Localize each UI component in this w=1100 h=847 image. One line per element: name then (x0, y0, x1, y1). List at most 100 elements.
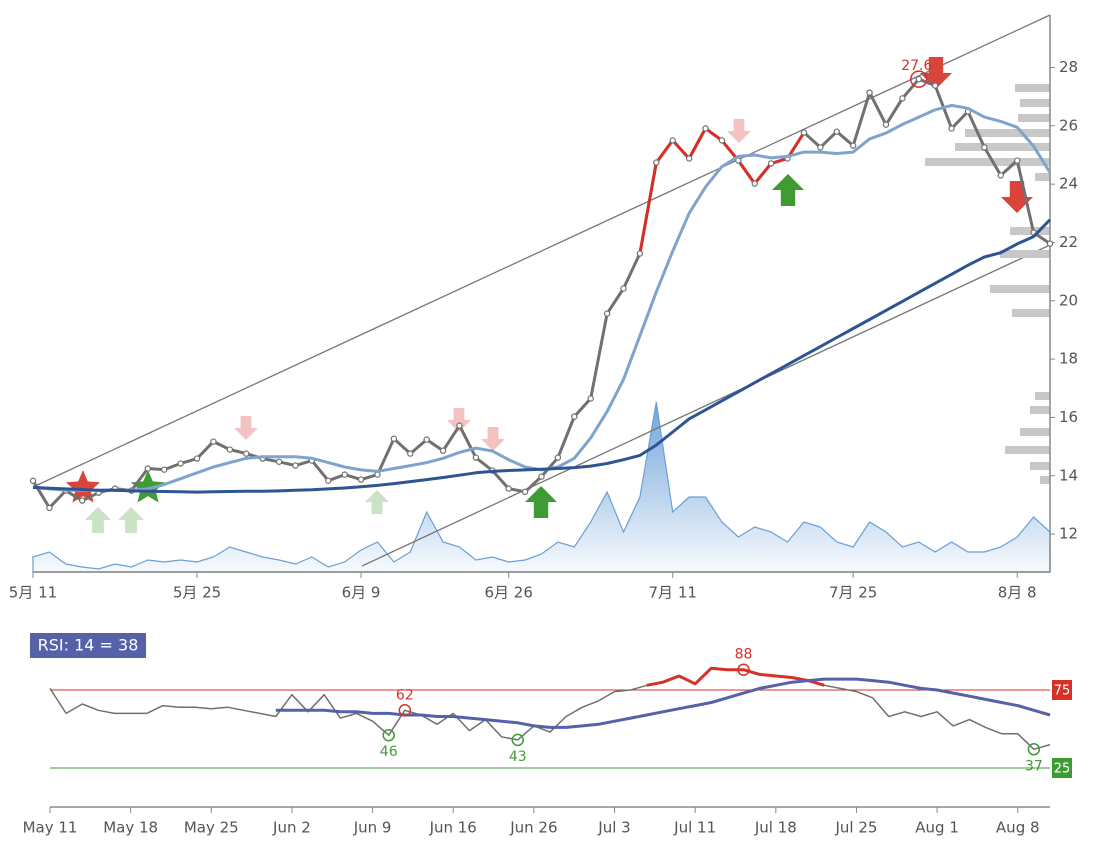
data-point (849, 142, 857, 149)
data-point (341, 471, 348, 478)
y-tick-label: 26 (1059, 116, 1078, 134)
data-point (423, 436, 430, 443)
y-tick-label: 24 (1059, 175, 1078, 193)
price-profile-bar (1035, 173, 1050, 181)
data-point (1046, 240, 1054, 247)
x-tick-label: Aug 8 (996, 819, 1040, 837)
y-tick-label: 75 (1054, 684, 1071, 699)
labeled-point (910, 70, 928, 88)
data-point (472, 454, 480, 461)
data-point (521, 488, 529, 496)
signal-arrow (1001, 181, 1033, 213)
data-point (800, 129, 808, 136)
price-profile-bar (1015, 84, 1050, 92)
signal-arrow (772, 174, 804, 206)
series-line (32, 103, 1052, 492)
price-profile-bar (1040, 476, 1050, 484)
data-point (981, 144, 988, 151)
highlight-line (646, 666, 825, 687)
y-tick-label: 16 (1059, 408, 1078, 426)
price-profile-bar (925, 158, 1050, 166)
chart-title: RSI: 14 = 38 (38, 636, 139, 655)
point-label: 88 (735, 647, 753, 663)
x-tick-label: 5月 11 (9, 584, 57, 602)
title-box (30, 633, 146, 658)
data-point (390, 435, 398, 442)
highlight-line (638, 126, 806, 254)
labeled-point (1027, 743, 1041, 756)
x-tick-label: 7月 11 (649, 584, 697, 602)
data-point (161, 466, 168, 473)
trend-line (32, 14, 1051, 488)
data-point (948, 125, 955, 132)
data-point (915, 75, 922, 83)
data-point (538, 473, 545, 480)
point-label: 37 (1025, 758, 1043, 774)
data-point (833, 128, 840, 135)
x-tick-label: May 18 (103, 819, 158, 837)
x-tick-label: Jul 11 (673, 819, 716, 837)
data-point (1013, 157, 1021, 164)
decorations (32, 14, 1051, 567)
data-point (177, 460, 184, 467)
data-point (243, 450, 250, 457)
series-line (49, 667, 1051, 751)
data-point (997, 172, 1004, 179)
signal-arrow (234, 416, 258, 440)
y-tick-box (1052, 680, 1072, 700)
data-point (407, 450, 414, 457)
signal-arrow (920, 57, 952, 89)
data-point (439, 447, 447, 454)
signal-arrow (447, 408, 471, 432)
signal-arrow (118, 507, 144, 533)
data-point (554, 454, 562, 461)
data-point (587, 395, 594, 402)
x-tick-label: May 11 (23, 819, 78, 837)
x-tick-label: Jun 16 (429, 819, 477, 837)
price-profile-bar (1000, 250, 1050, 258)
data-point (669, 137, 676, 144)
data-point (751, 180, 758, 187)
y-tick-label: 22 (1059, 233, 1078, 251)
price-profile-bar (965, 129, 1050, 137)
data-point (866, 89, 873, 96)
data-point (292, 462, 299, 469)
data-point (193, 455, 201, 462)
series-line (32, 218, 1052, 494)
signal-arrow (481, 427, 505, 451)
rsi-title-box: RSI: 14 = 38 (30, 633, 146, 658)
x-tick-label: 6月 9 (342, 584, 381, 602)
labeled-point (398, 704, 412, 717)
series-line (275, 677, 1051, 729)
data-point (325, 477, 332, 484)
data-point (603, 310, 611, 317)
price-profile-bar (1035, 392, 1050, 400)
data-point (226, 446, 234, 453)
labeled-point (511, 733, 524, 747)
labeled-point (382, 728, 395, 742)
data-point (210, 438, 217, 445)
data-point (79, 497, 86, 504)
data-point (767, 160, 775, 167)
data-point (685, 155, 693, 162)
x-tick-label: 6月 26 (484, 584, 532, 602)
x-tick-label: Jun 2 (272, 819, 311, 837)
data-point (718, 137, 726, 144)
data-point (357, 476, 365, 483)
x-tick-label: Jul 25 (834, 819, 877, 837)
x-tick-label: May 25 (184, 819, 239, 837)
y-tick-label: 25 (1054, 762, 1071, 777)
data-point (702, 125, 709, 132)
x-tick-label: Jun 9 (353, 819, 392, 837)
signal-arrow (85, 507, 111, 533)
x-tick-label: 7月 25 (829, 584, 877, 602)
x-tick-label: 5月 25 (173, 584, 221, 602)
data-point (653, 159, 660, 166)
y-tick-label: 20 (1059, 291, 1078, 309)
x-tick-label: Jul 3 (597, 819, 630, 837)
price-profile-bar (1005, 446, 1050, 454)
y-tick-box (1052, 758, 1072, 778)
data-point (144, 465, 152, 472)
price-profile-bar (1020, 99, 1050, 107)
